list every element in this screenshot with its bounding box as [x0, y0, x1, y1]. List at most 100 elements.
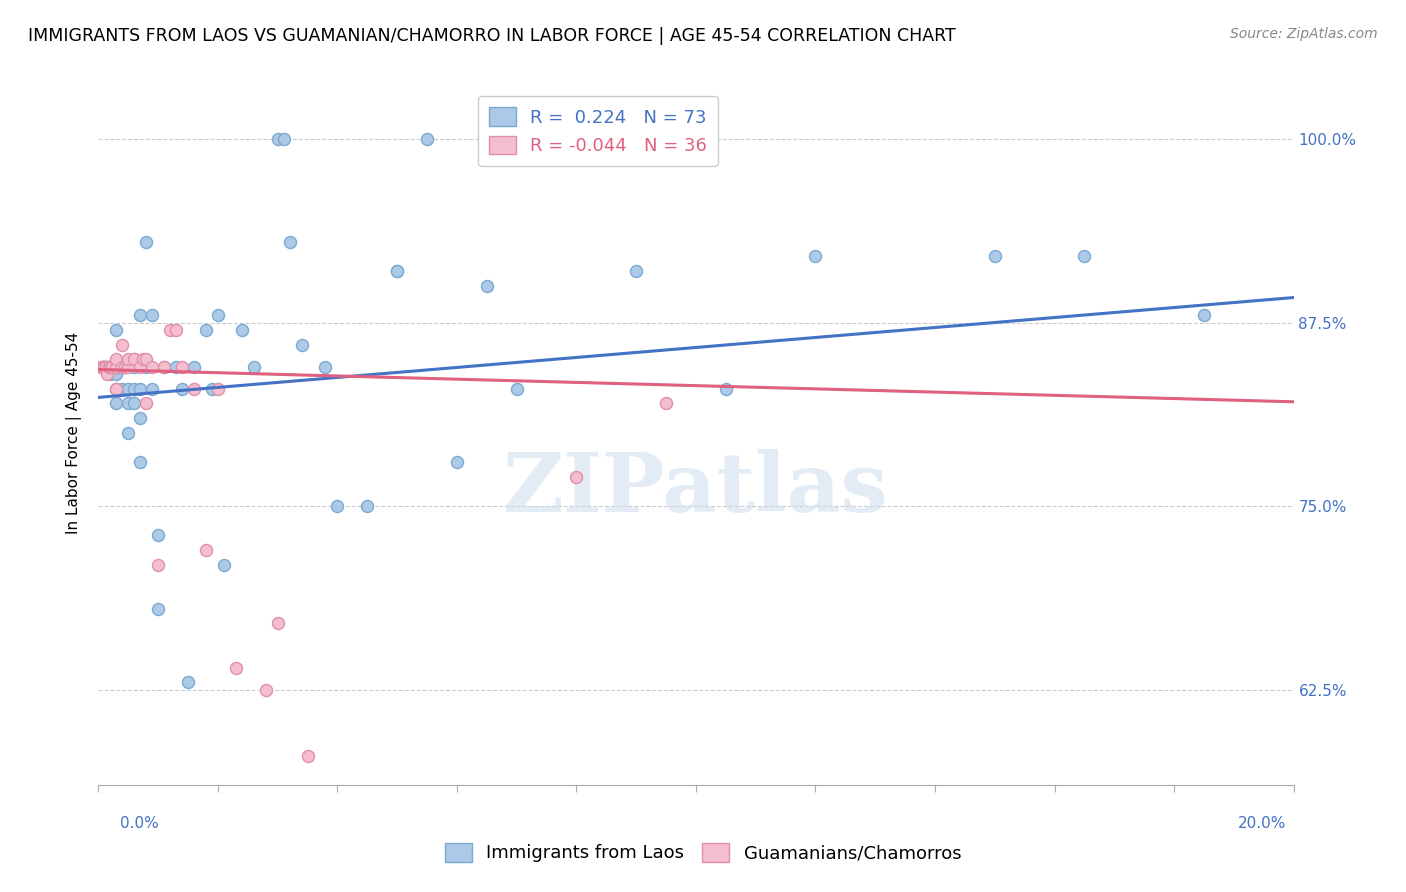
- Point: [129, 411, 152, 425]
- Text: ZIPatlas: ZIPatlas: [503, 449, 889, 529]
- Point: [94, 359, 117, 374]
- Point: [93, 359, 115, 374]
- Point: [96, 367, 118, 381]
- Point: [141, 382, 163, 396]
- Point: [626, 264, 648, 278]
- Point: [96, 359, 118, 374]
- Point: [117, 352, 139, 367]
- Point: [111, 337, 134, 351]
- Point: [565, 469, 588, 483]
- Point: [135, 396, 157, 410]
- Point: [117, 359, 139, 374]
- Point: [105, 359, 128, 374]
- Point: [207, 382, 229, 396]
- Point: [201, 382, 224, 396]
- Point: [183, 382, 205, 396]
- Point: [117, 425, 139, 440]
- Point: [165, 359, 187, 374]
- Point: [243, 359, 266, 374]
- Point: [231, 323, 253, 337]
- Point: [267, 132, 290, 146]
- Point: [278, 235, 301, 249]
- Point: [135, 352, 157, 367]
- Point: [114, 359, 136, 374]
- Point: [135, 359, 157, 374]
- Text: 0.0%: 0.0%: [120, 816, 159, 831]
- Point: [129, 308, 152, 322]
- Point: [714, 382, 737, 396]
- Point: [124, 352, 146, 367]
- Text: Source: ZipAtlas.com: Source: ZipAtlas.com: [1230, 27, 1378, 41]
- Point: [124, 352, 146, 367]
- Point: [655, 396, 678, 410]
- Point: [111, 359, 134, 374]
- Point: [132, 352, 155, 367]
- Point: [90, 359, 112, 374]
- Point: [111, 359, 134, 374]
- Legend: R =  0.224   N = 73, R = -0.044   N = 36: R = 0.224 N = 73, R = -0.044 N = 36: [478, 96, 718, 166]
- Point: [98, 359, 121, 374]
- Point: [105, 382, 128, 396]
- Point: [195, 323, 218, 337]
- Point: [91, 359, 114, 374]
- Point: [297, 748, 319, 763]
- Point: [225, 660, 247, 674]
- Point: [315, 359, 337, 374]
- Point: [96, 359, 118, 374]
- Point: [93, 359, 115, 374]
- Point: [91, 359, 114, 374]
- Point: [98, 359, 122, 374]
- Text: IMMIGRANTS FROM LAOS VS GUAMANIAN/CHAMORRO IN LABOR FORCE | AGE 45-54 CORRELATIO: IMMIGRANTS FROM LAOS VS GUAMANIAN/CHAMOR…: [28, 27, 956, 45]
- Point: [124, 396, 146, 410]
- Point: [212, 558, 235, 572]
- Point: [100, 359, 122, 374]
- Point: [141, 359, 163, 374]
- Point: [195, 543, 218, 558]
- Point: [98, 359, 122, 374]
- Legend: Immigrants from Laos, Guamanians/Chamorros: Immigrants from Laos, Guamanians/Chamorr…: [437, 836, 969, 870]
- Point: [148, 558, 170, 572]
- Point: [1192, 308, 1215, 322]
- Y-axis label: In Labor Force | Age 45-54: In Labor Force | Age 45-54: [66, 332, 83, 533]
- Point: [117, 359, 139, 374]
- Point: [172, 382, 194, 396]
- Point: [103, 359, 125, 374]
- Point: [254, 682, 277, 697]
- Point: [129, 455, 152, 469]
- Point: [207, 308, 229, 322]
- Point: [111, 382, 134, 396]
- Point: [105, 359, 128, 374]
- Point: [124, 382, 146, 396]
- Point: [159, 323, 181, 337]
- Point: [416, 132, 439, 146]
- Point: [105, 396, 128, 410]
- Point: [475, 278, 498, 293]
- Point: [165, 323, 187, 337]
- Point: [129, 359, 152, 374]
- Point: [117, 396, 139, 410]
- Point: [153, 359, 176, 374]
- Point: [117, 382, 139, 396]
- Point: [385, 264, 409, 278]
- Point: [356, 499, 378, 513]
- Point: [90, 359, 112, 374]
- Point: [100, 359, 122, 374]
- Point: [105, 323, 128, 337]
- Text: 20.0%: 20.0%: [1239, 816, 1286, 831]
- Point: [105, 352, 128, 367]
- Point: [326, 499, 349, 513]
- Point: [148, 528, 170, 542]
- Point: [98, 359, 122, 374]
- Point: [385, 264, 409, 278]
- Point: [172, 359, 194, 374]
- Point: [267, 616, 290, 631]
- Point: [446, 455, 468, 469]
- Point: [1073, 250, 1095, 264]
- Point: [129, 382, 152, 396]
- Point: [124, 359, 146, 374]
- Point: [112, 359, 135, 374]
- Point: [141, 308, 163, 322]
- Point: [105, 367, 128, 381]
- Point: [291, 337, 314, 351]
- Point: [105, 382, 128, 396]
